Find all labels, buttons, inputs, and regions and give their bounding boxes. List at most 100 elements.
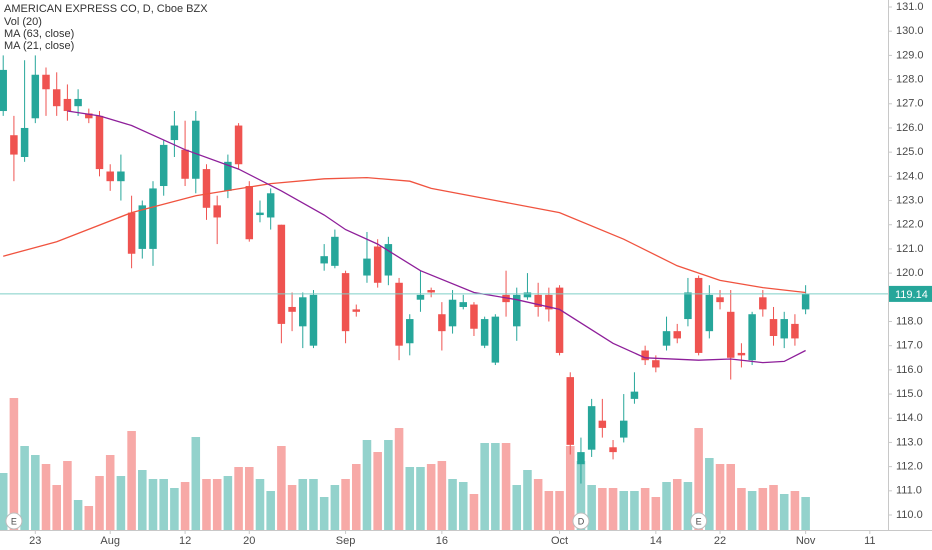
volume-bar — [715, 464, 725, 530]
candle-body — [662, 331, 671, 346]
y-tick-label: 127.0 — [896, 98, 924, 110]
y-tick-label: 125.0 — [896, 146, 924, 158]
volume-bar — [52, 485, 61, 530]
candle-body — [673, 331, 681, 339]
volume-bar — [437, 461, 447, 530]
candle-body — [0, 69, 7, 112]
volume-bar — [384, 440, 393, 530]
volume-bar — [587, 485, 596, 530]
candle-body — [598, 420, 607, 428]
chart-title: AMERICAN EXPRESS CO, D, Cboe BZX — [4, 3, 208, 15]
volume-bar — [73, 500, 83, 530]
candle-body — [266, 193, 275, 218]
event-marker — [5, 512, 23, 530]
volume-bar — [41, 464, 51, 530]
candle-body — [202, 169, 211, 208]
ma-line — [67, 110, 806, 364]
candle-body — [609, 447, 617, 453]
y-tick-label: 113.0 — [896, 436, 923, 448]
candle-body — [470, 304, 478, 329]
x-tick-label: 12 — [179, 535, 191, 547]
y-tick-label: 114.0 — [896, 412, 923, 424]
y-tick-label: 123.0 — [896, 194, 924, 206]
candle-body — [192, 120, 200, 179]
volume-bar — [705, 458, 714, 530]
candle-body — [726, 311, 735, 358]
volume-bar — [683, 482, 693, 530]
x-tick-label: 20 — [243, 535, 255, 547]
last-price-label: 119.14 — [895, 289, 928, 301]
candle-body — [331, 236, 339, 266]
volume-bar — [330, 485, 340, 530]
candle-body — [705, 294, 714, 332]
candle-body — [694, 277, 703, 353]
candle-body — [587, 406, 596, 450]
candle-body — [630, 391, 639, 399]
volume-bar — [373, 452, 382, 530]
x-tick-label: 11 — [864, 535, 875, 547]
volume-bar — [426, 464, 436, 530]
candle-body — [395, 282, 403, 346]
candle-body — [159, 144, 168, 187]
y-tick-label: 116.0 — [896, 364, 923, 376]
event-label: E — [11, 516, 17, 526]
y-tick-label: 115.0 — [896, 388, 923, 400]
volume-bar — [747, 491, 757, 530]
volume-bar — [31, 455, 40, 530]
volume-bar — [341, 479, 350, 530]
y-tick-label: 117.0 — [896, 340, 923, 352]
candle-body — [534, 294, 542, 307]
volume-bar — [416, 467, 425, 530]
y-tick-label: 118.0 — [896, 315, 923, 327]
volume-bar — [491, 443, 500, 530]
x-tick-label: 22 — [714, 535, 726, 547]
candle-body — [52, 89, 61, 107]
candle-body — [555, 287, 564, 353]
candle-body — [373, 246, 382, 283]
volume-bar — [672, 479, 682, 530]
volume-bar — [801, 497, 810, 530]
candle-body — [791, 323, 799, 339]
volume-bar — [234, 467, 243, 530]
candle-body — [299, 297, 307, 327]
candle-body — [448, 299, 457, 327]
volume-bar — [159, 479, 168, 530]
volume-bar — [212, 479, 222, 530]
y-tick-label: 124.0 — [896, 170, 924, 182]
x-tick-label: Oct — [551, 535, 568, 547]
candle-body — [566, 377, 574, 445]
volume-bar — [394, 428, 404, 530]
candle-body — [127, 212, 136, 254]
y-tick-label: 121.0 — [896, 243, 924, 255]
event-label: D — [578, 516, 585, 526]
candle-body — [641, 350, 649, 361]
x-tick-label: 14 — [650, 535, 662, 547]
candle-body — [224, 161, 232, 191]
y-tick-label: 128.0 — [896, 73, 924, 85]
volume-bar — [202, 479, 211, 530]
volume-bar — [287, 485, 297, 530]
volume-bar — [726, 464, 736, 530]
candle-body — [20, 127, 29, 157]
candle-body — [10, 135, 18, 155]
volume-bar — [63, 461, 72, 530]
candle-body — [480, 319, 489, 346]
x-tick-label: 16 — [436, 535, 448, 547]
candle-body — [63, 98, 72, 112]
event-marker — [690, 512, 708, 530]
candle-body — [748, 314, 756, 361]
volume-bar — [779, 494, 789, 530]
volume-bar — [769, 485, 778, 530]
volume-bar — [127, 431, 136, 530]
candle-body — [523, 292, 532, 298]
volume-bar — [362, 440, 372, 530]
event-label: E — [696, 516, 702, 526]
volume-legend: Vol (20) — [4, 16, 42, 28]
candle-body — [577, 452, 585, 465]
legend-entry: MA (63, close) — [4, 28, 74, 40]
candle-body — [545, 294, 553, 310]
volume-bar — [170, 488, 179, 530]
volume-bar — [565, 446, 575, 530]
